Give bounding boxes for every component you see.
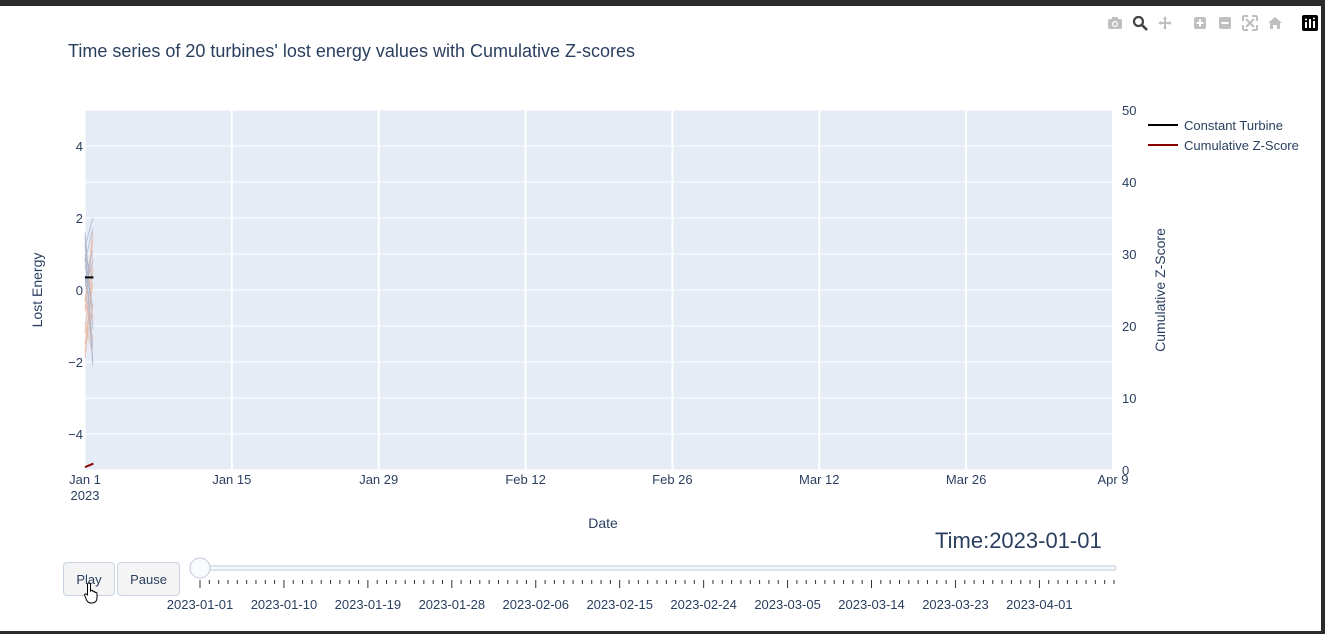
legend-item-zscore[interactable]: Cumulative Z-Score bbox=[1148, 138, 1299, 153]
y2-tick-label: 20 bbox=[1122, 319, 1136, 334]
y2-axis-title: Cumulative Z-Score bbox=[1152, 228, 1168, 352]
turbine-trace bbox=[84, 297, 94, 341]
zoom-icon[interactable] bbox=[1129, 12, 1151, 34]
slider-tick-label: 2023-01-10 bbox=[251, 597, 318, 612]
slider-tick-label: 2023-01-28 bbox=[419, 597, 486, 612]
x-tick-label: Mar 12 bbox=[799, 472, 839, 487]
turbine-traces bbox=[84, 217, 94, 469]
camera-icon[interactable] bbox=[1104, 12, 1126, 34]
legend-label-zscore: Cumulative Z-Score bbox=[1184, 138, 1299, 153]
y2-tick-label: 40 bbox=[1122, 175, 1136, 190]
zoom-in-icon[interactable] bbox=[1189, 12, 1211, 34]
slider-tick-label: 2023-03-14 bbox=[838, 597, 905, 612]
turbine-trace bbox=[84, 304, 94, 323]
modebar bbox=[1101, 12, 1321, 34]
turbine-trace bbox=[84, 261, 94, 287]
y2-tick-label: 0 bbox=[1122, 463, 1129, 478]
y2-axis-ticks: 50 40 30 20 10 0 bbox=[1122, 103, 1136, 478]
legend: Constant Turbine Cumulative Z-Score bbox=[1148, 118, 1299, 153]
x-axis-ticks: Jan 1 Jan 15 Jan 29 Feb 12 Feb 26 Mar 12 Mar 2… bbox=[69, 472, 1128, 503]
x-tick-label: Jan 1 bbox=[69, 472, 101, 487]
y-tick-label: −4 bbox=[68, 427, 83, 442]
y-axis-ticks: 4 2 0 −2 −4 bbox=[68, 139, 83, 442]
chart-title: Time series of 20 turbines' lost energy … bbox=[68, 41, 635, 61]
pause-button[interactable]: Pause bbox=[117, 562, 180, 596]
turbine-trace bbox=[84, 228, 94, 262]
y2-tick-label: 50 bbox=[1122, 103, 1136, 118]
slider-value: 2023-01-01 bbox=[989, 528, 1102, 553]
pan-icon[interactable] bbox=[1154, 12, 1176, 34]
chart-container: Time series of 20 turbines' lost energy … bbox=[0, 6, 1321, 631]
slider-tick-label: 2023-03-05 bbox=[754, 597, 821, 612]
slider-current-value: Time:2023-01-01 bbox=[935, 528, 1102, 554]
x-tick-label: Mar 26 bbox=[946, 472, 986, 487]
legend-item-constant[interactable]: Constant Turbine bbox=[1148, 118, 1283, 133]
grid-lines bbox=[84, 109, 1114, 471]
cumulative-zscore-line bbox=[84, 462, 94, 469]
slider-tick-label: 2023-02-06 bbox=[503, 597, 570, 612]
play-button[interactable]: Play bbox=[63, 562, 115, 596]
home-icon[interactable] bbox=[1264, 12, 1286, 34]
x-axis-title: Date bbox=[588, 515, 618, 531]
turbine-trace bbox=[84, 217, 94, 247]
slider-ticks: 2023-01-01 2023-01-10 2023-01-19 2023-01-28… bbox=[167, 580, 1115, 612]
chart-svg: Time series of 20 turbines' lost energy … bbox=[29, 41, 1299, 612]
legend-label-constant: Constant Turbine bbox=[1184, 118, 1283, 133]
x-tick-label: Feb 12 bbox=[505, 472, 545, 487]
autoscale-icon[interactable] bbox=[1239, 12, 1261, 34]
x-tick-sublabel: 2023 bbox=[71, 488, 100, 503]
slider-tick-label: 2023-01-01 bbox=[167, 597, 234, 612]
y2-tick-label: 30 bbox=[1122, 247, 1136, 262]
slider-prefix: Time: bbox=[935, 528, 990, 553]
zoom-out-icon[interactable] bbox=[1214, 12, 1236, 34]
slider-tick-label: 2023-02-15 bbox=[586, 597, 653, 612]
slider-tick-label: 2023-01-19 bbox=[335, 597, 402, 612]
turbine-trace bbox=[84, 304, 94, 352]
x-tick-label: Feb 26 bbox=[652, 472, 692, 487]
slider-tick-label: 2023-03-23 bbox=[922, 597, 989, 612]
y-axis-title: Lost Energy bbox=[29, 253, 45, 328]
slider-handle[interactable] bbox=[189, 557, 211, 579]
plotly-logo-icon[interactable] bbox=[1299, 12, 1321, 34]
y-tick-label: 2 bbox=[76, 211, 83, 226]
slider-tick-label: 2023-02-24 bbox=[670, 597, 737, 612]
turbine-trace bbox=[84, 243, 94, 366]
turbine-trace bbox=[84, 257, 94, 334]
y2-tick-label: 10 bbox=[1122, 391, 1136, 406]
slider-tick-label: 2023-04-01 bbox=[1006, 597, 1073, 612]
x-tick-label: Jan 29 bbox=[359, 472, 398, 487]
x-tick-label: Apr 9 bbox=[1097, 472, 1128, 487]
y-tick-label: 4 bbox=[76, 139, 83, 154]
x-tick-label: Jan 15 bbox=[212, 472, 251, 487]
y-tick-label: 0 bbox=[76, 283, 83, 298]
y-tick-label: −2 bbox=[68, 355, 83, 370]
